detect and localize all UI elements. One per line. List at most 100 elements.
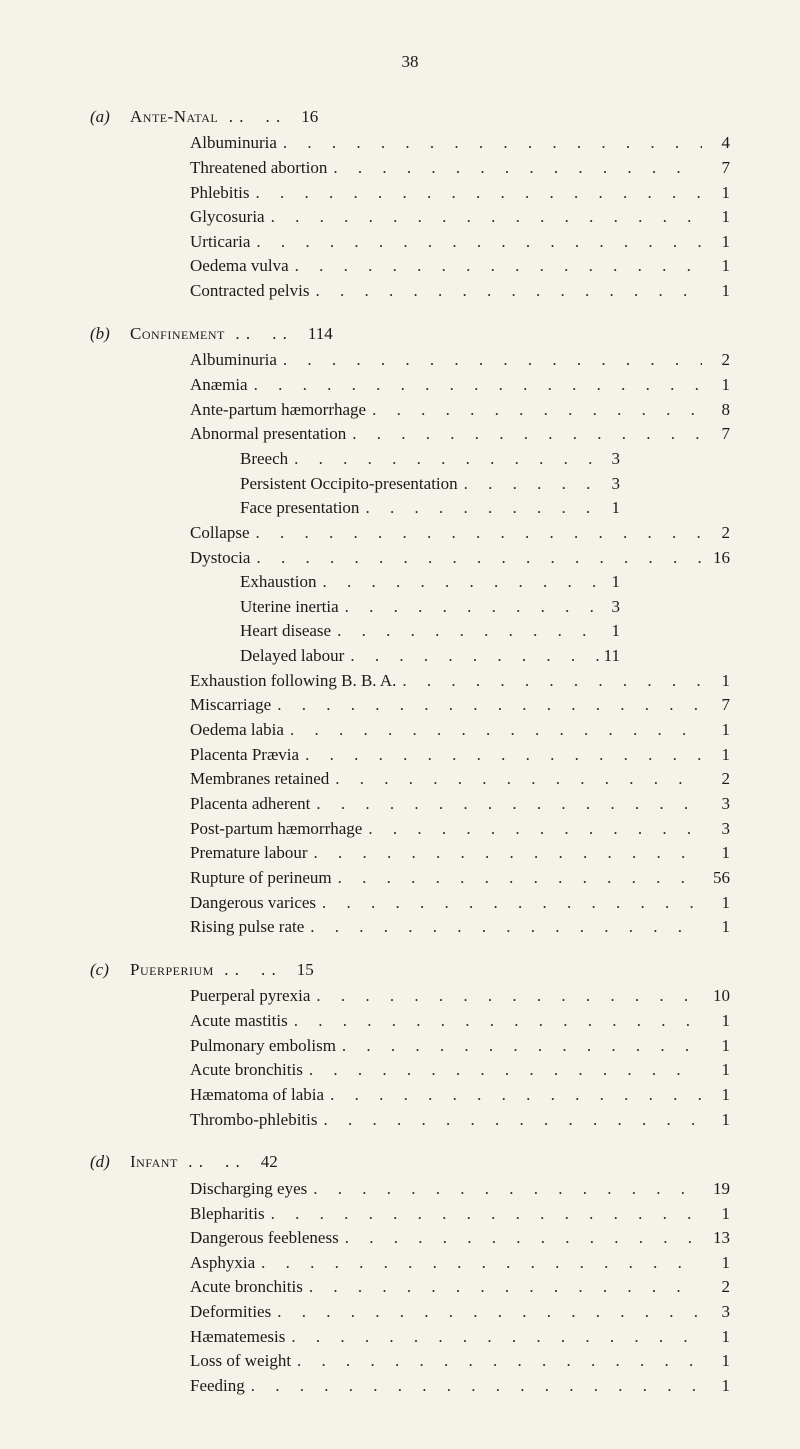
item-value: 1	[702, 1058, 730, 1083]
item-value: 1	[600, 619, 620, 644]
item-value: 1	[702, 669, 730, 694]
list-item: Persistent Occipito-presentation3	[240, 472, 730, 497]
content-area: (a)Ante-Natal . . . .16Albuminuria4Threa…	[90, 105, 730, 1399]
list-item: Premature labour1	[190, 841, 730, 866]
item-value: 1	[600, 570, 620, 595]
item-value: 3	[600, 447, 620, 472]
item-label: Blepharitis	[190, 1202, 265, 1227]
list-item: Feeding1	[190, 1374, 730, 1399]
leader-dots	[248, 373, 702, 398]
leader-dots	[289, 254, 702, 279]
item-value: 1	[702, 279, 730, 304]
list-item: Asphyxia 1	[190, 1251, 730, 1276]
leader-dots	[277, 348, 702, 373]
item-value: 3	[702, 1300, 730, 1325]
item-value: 1	[702, 254, 730, 279]
item-label: Urticaria	[190, 230, 250, 255]
list-item: Discharging eyes19	[190, 1177, 730, 1202]
item-label: Acute bronchitis	[190, 1275, 303, 1300]
item-label: Pulmonary embolism	[190, 1034, 336, 1059]
item-value: 7	[702, 422, 730, 447]
section-letter: (d)	[90, 1150, 130, 1175]
section-letter: (c)	[90, 958, 130, 983]
leader-dots: . . . .	[214, 958, 277, 983]
leader-dots	[366, 398, 702, 423]
item-label: Post-partum hæmorrhage	[190, 817, 362, 842]
item-label: Hæmatemesis	[190, 1325, 285, 1350]
item-value: 8	[702, 398, 730, 423]
leader-dots	[458, 472, 600, 497]
item-value: 11	[600, 644, 620, 669]
list-item: Acute bronchitis2	[190, 1275, 730, 1300]
list-item: Albuminuria2	[190, 348, 730, 373]
leader-dots	[324, 1083, 702, 1108]
item-label: Dystocia	[190, 546, 250, 571]
item-value: 1	[702, 1251, 730, 1276]
leader-dots	[316, 891, 702, 916]
list-item: Rising pulse rate1	[190, 915, 730, 940]
item-value: 13	[702, 1226, 730, 1251]
leader-dots	[310, 792, 702, 817]
item-value: 1	[702, 373, 730, 398]
leader-dots	[359, 496, 600, 521]
list-item: Dangerous varices1	[190, 891, 730, 916]
item-value: 3	[600, 595, 620, 620]
item-label: Miscarriage	[190, 693, 271, 718]
list-item: Acute bronchitis 1	[190, 1058, 730, 1083]
item-value: 7	[702, 156, 730, 181]
item-label: Asphyxia	[190, 1251, 255, 1276]
leader-dots	[310, 984, 702, 1009]
leader-dots	[339, 595, 600, 620]
item-label: Placenta adherent	[190, 792, 310, 817]
list-item: Exhaustion1	[240, 570, 730, 595]
list-item: Face presentation1	[240, 496, 730, 521]
leader-dots	[346, 422, 702, 447]
list-item: Placenta Prævia1	[190, 743, 730, 768]
section-header: (d)Infant . . . . 42	[90, 1150, 730, 1175]
item-value: 1	[702, 743, 730, 768]
leader-dots	[271, 1300, 702, 1325]
document-page: 38 (a)Ante-Natal . . . .16Albuminuria4Th…	[0, 0, 800, 1449]
leader-dots	[339, 1226, 702, 1251]
list-item: Phlebitis1	[190, 181, 730, 206]
item-label: Premature labour	[190, 841, 308, 866]
leader-dots	[277, 131, 702, 156]
list-item: Breech3	[240, 447, 730, 472]
list-item: Collapse2	[190, 521, 730, 546]
item-value: 1	[702, 718, 730, 743]
list-item: Albuminuria4	[190, 131, 730, 156]
leader-dots	[307, 1177, 702, 1202]
list-item: Puerperal pyrexia10	[190, 984, 730, 1009]
leader-dots	[250, 521, 703, 546]
list-item: Oedema labia1	[190, 718, 730, 743]
leader-dots	[362, 817, 702, 842]
section-title: Infant	[130, 1150, 178, 1175]
item-label: Threatened abortion	[190, 156, 327, 181]
leader-dots	[304, 915, 702, 940]
item-label: Abnormal presentation	[190, 422, 346, 447]
item-label: Rupture of perineum	[190, 866, 332, 891]
item-label: Acute bronchitis	[190, 1058, 303, 1083]
item-value: 1	[702, 230, 730, 255]
list-item: Delayed labour 11	[240, 644, 730, 669]
leader-dots: . . . .	[178, 1150, 241, 1175]
section-count: 16	[301, 105, 318, 130]
leader-dots	[250, 230, 702, 255]
list-item: Threatened abortion 7	[190, 156, 730, 181]
page-number: 38	[90, 50, 730, 75]
item-label: Delayed labour	[240, 644, 344, 669]
item-value: 3	[702, 792, 730, 817]
list-item: Placenta adherent 3	[190, 792, 730, 817]
list-item: Blepharitis 1	[190, 1202, 730, 1227]
list-item: Glycosuria1	[190, 205, 730, 230]
item-value: 1	[702, 1202, 730, 1227]
section-count: 42	[261, 1150, 278, 1175]
list-item: Exhaustion following B. B. A.1	[190, 669, 730, 694]
item-value: 7	[702, 693, 730, 718]
leader-dots	[285, 1325, 702, 1350]
item-value: 16	[702, 546, 730, 571]
list-item: Loss of weight1	[190, 1349, 730, 1374]
list-item: Rupture of perineum56	[190, 866, 730, 891]
item-value: 10	[702, 984, 730, 1009]
item-label: Feeding	[190, 1374, 245, 1399]
